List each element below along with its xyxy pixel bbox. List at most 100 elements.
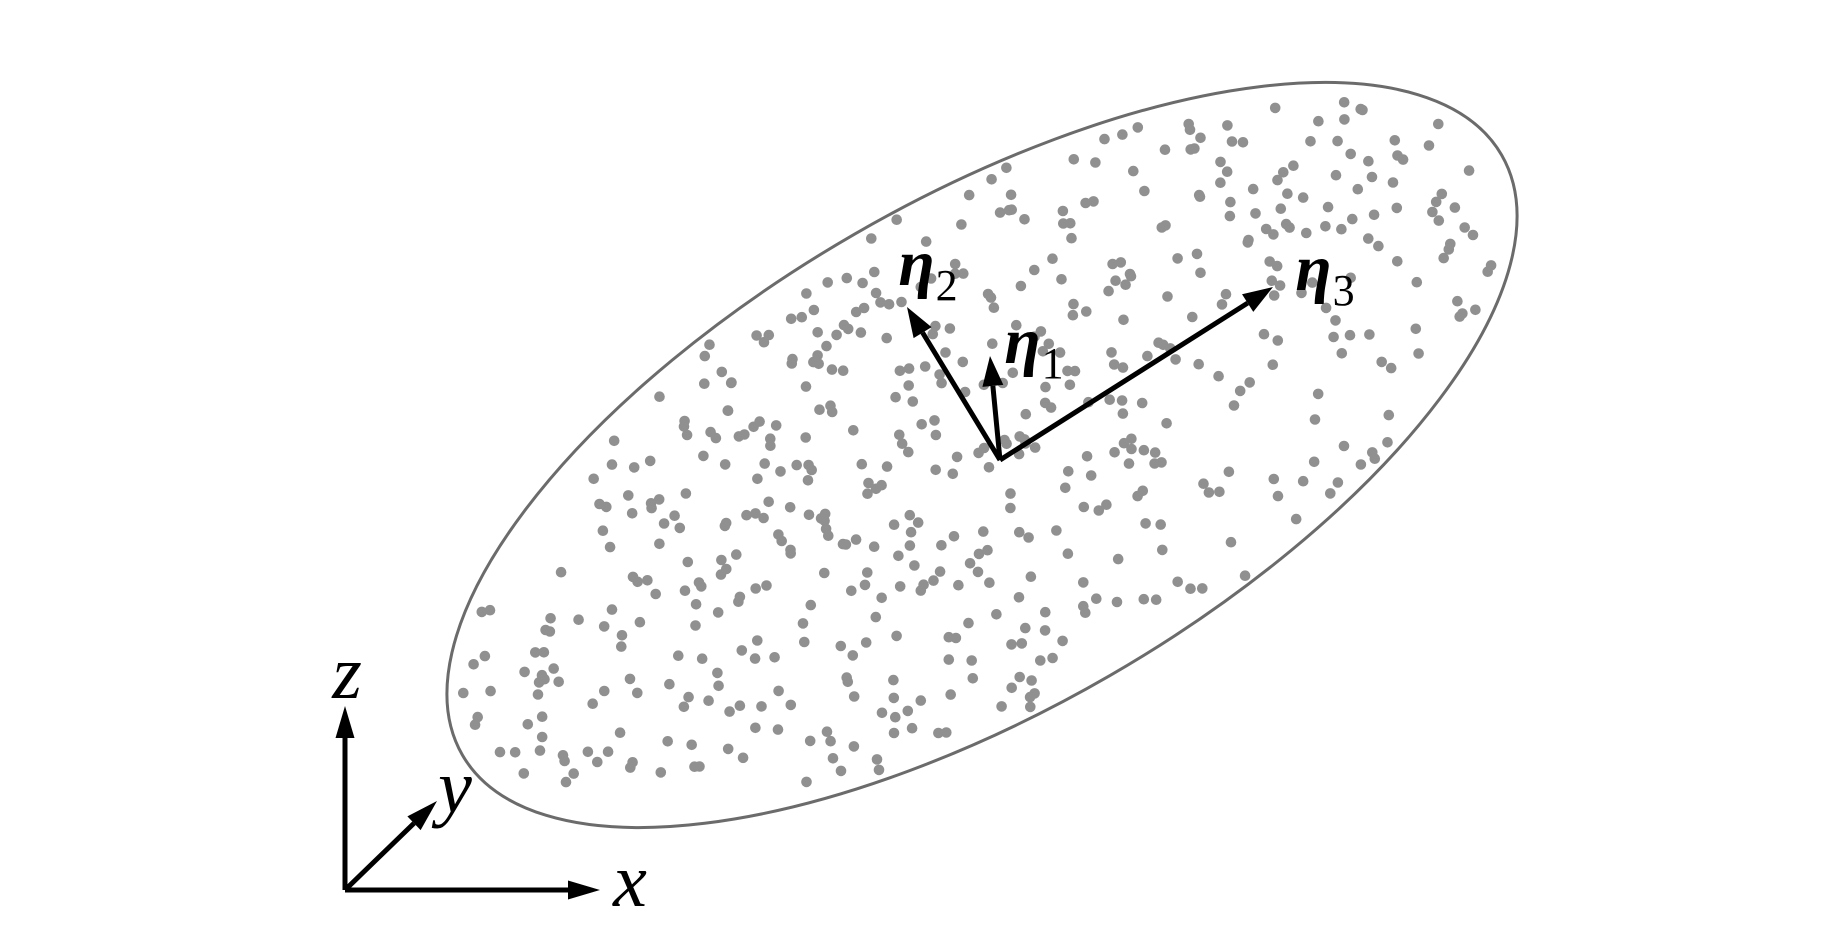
scatter-dot <box>1103 285 1114 297</box>
scatter-dot <box>654 538 665 550</box>
scatter-dot <box>1040 381 1051 393</box>
scatter-dot <box>733 431 745 442</box>
scatter-dot <box>568 768 579 779</box>
scatter-dot <box>559 755 570 767</box>
scatter-dot <box>1363 155 1374 167</box>
scatter-dot <box>1149 447 1161 458</box>
scatter-dot <box>927 328 939 340</box>
scatter-dot <box>1091 593 1102 604</box>
scatter-dot <box>1078 577 1089 588</box>
scatter-dot <box>1330 315 1341 326</box>
scatter-dot <box>1015 280 1027 292</box>
scatter-dot <box>1223 466 1235 478</box>
scatter-dot <box>819 508 831 520</box>
axis-label-z: z <box>331 631 362 715</box>
scatter-dot <box>1157 544 1168 556</box>
scatter-dot <box>888 692 900 704</box>
scatter-dot <box>1024 691 1036 703</box>
scatter-dot <box>1051 525 1062 536</box>
scatter-dot <box>773 685 784 697</box>
scatter-dot <box>1272 174 1283 186</box>
scatter-dot <box>679 415 690 427</box>
scatter-dot <box>758 512 769 524</box>
scatter-dot <box>1123 458 1135 469</box>
scatter-dot <box>750 583 761 594</box>
scatter-dot <box>837 365 849 377</box>
scatter-dot <box>1215 156 1226 168</box>
scatter-dot <box>1338 97 1350 108</box>
scatter-dot <box>920 236 932 247</box>
scatter-dot <box>801 776 812 788</box>
scatter-dot <box>704 339 715 351</box>
scatter-dot <box>1482 266 1493 278</box>
scatter-dot <box>1029 264 1040 276</box>
scatter-dot <box>1239 570 1251 581</box>
scatter-dot <box>848 691 860 702</box>
eigenvector-arrow-eta1 <box>982 356 1004 461</box>
scatter-dot <box>1025 701 1036 713</box>
scatter-dot <box>1118 314 1129 326</box>
scatter-dot <box>1243 234 1254 246</box>
scatter-dot <box>642 575 653 586</box>
scatter-dot <box>750 508 761 519</box>
scatter-dot <box>823 530 834 541</box>
scatter-dot <box>614 727 626 738</box>
scatter-dot <box>616 630 628 641</box>
scatter-dot <box>553 676 564 688</box>
scatter-dot <box>734 591 746 603</box>
scatter-dot <box>654 391 665 403</box>
scatter-dot <box>716 366 728 378</box>
scatter-dot <box>690 599 702 610</box>
scatter-dot <box>996 701 1007 712</box>
scatter-dot <box>1064 379 1076 391</box>
scatter-dot <box>1172 576 1183 588</box>
scatter-dot <box>1193 358 1204 370</box>
scatter-dot <box>859 579 871 591</box>
scatter-dot <box>906 722 918 734</box>
scatter-dot <box>1410 323 1422 335</box>
scatter-dot <box>1271 260 1283 272</box>
scatter-dot <box>1138 444 1150 456</box>
scatter-dot <box>1060 482 1071 494</box>
scatter-dot <box>1328 331 1339 343</box>
scatter-dot <box>846 585 857 597</box>
scatter-dot <box>1383 409 1395 421</box>
scatter-dot <box>1062 365 1073 377</box>
scatter-dot <box>1452 295 1463 307</box>
eigenvector-arrow-eta2-shaft <box>920 331 1003 462</box>
scatter-dot <box>941 727 952 738</box>
scatter-dot <box>1162 291 1173 302</box>
axis-label-x: x <box>612 839 647 923</box>
scatter-dot <box>1108 359 1120 370</box>
scatter-dot <box>988 302 1000 314</box>
scatter-dot <box>1068 154 1080 165</box>
scatter-dot <box>855 327 867 338</box>
scatter-dot <box>1266 275 1278 287</box>
scatter-dot <box>1019 214 1030 225</box>
scatter-dot <box>903 380 914 391</box>
scatter-dot <box>1109 447 1120 458</box>
scatter-dot <box>1045 402 1057 413</box>
scatter-dot <box>1161 418 1172 429</box>
scatter-dot <box>1312 388 1324 400</box>
scatter-dot <box>800 381 812 392</box>
scatter-dot <box>1364 329 1375 340</box>
scatter-dot <box>1433 215 1445 226</box>
scatter-dot <box>894 365 906 377</box>
scatter-dot <box>458 687 469 699</box>
scatter-dot <box>982 288 994 300</box>
eigenvector-arrow-eta2-head <box>907 307 932 339</box>
scatter-dot <box>703 695 714 706</box>
scatter-dot <box>1138 593 1150 605</box>
eigenvector-arrow-eta3 <box>998 287 1273 463</box>
scatter-dot <box>1339 114 1350 125</box>
scatter-dot <box>1366 171 1378 183</box>
scatter-dot <box>1430 196 1442 208</box>
scatter-dot <box>1269 102 1281 114</box>
scatter-dot <box>534 745 546 756</box>
scatter-dot <box>1234 385 1246 397</box>
scatter-dot <box>1126 443 1137 455</box>
scatter-dot <box>734 700 746 711</box>
scatter-dot <box>1228 400 1240 411</box>
